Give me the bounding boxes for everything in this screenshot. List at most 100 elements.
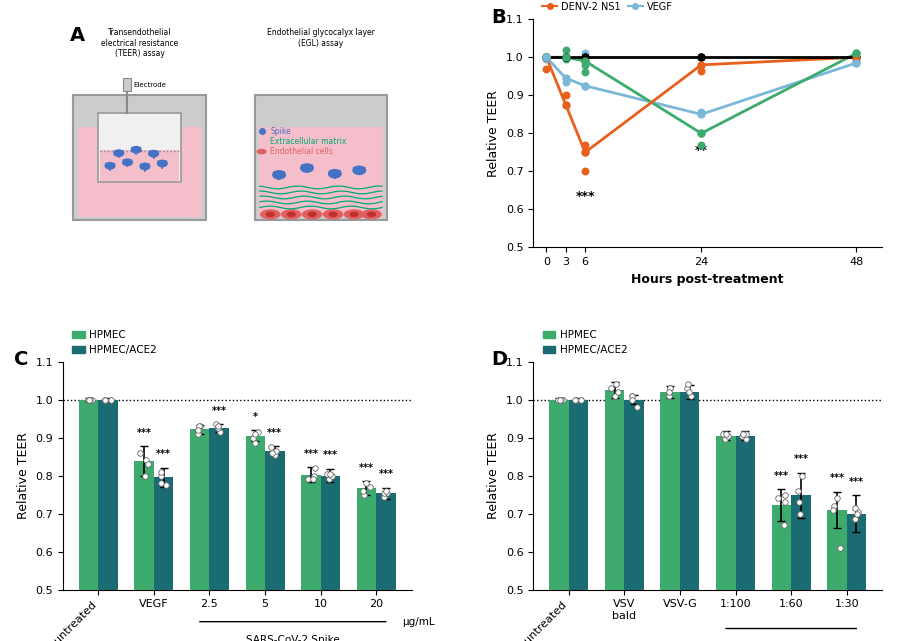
FancyBboxPatch shape [74,94,206,220]
Point [683,390,698,401]
Point [211,421,225,431]
Point [98,394,112,404]
Text: Extracellular matrix: Extracellular matrix [270,137,346,146]
Circle shape [105,163,115,169]
Point [578,81,592,91]
Point [792,497,806,508]
Point [681,379,696,390]
Point [778,497,792,508]
Point [721,431,735,441]
Bar [123,78,131,90]
Text: Spike: Spike [270,126,291,135]
Point [662,387,676,397]
Point [363,482,377,492]
Point [770,494,785,504]
Point [830,494,844,504]
Circle shape [140,163,149,170]
Point [569,394,583,404]
Text: ***: *** [359,463,374,472]
Point [578,52,592,62]
Point [694,65,708,76]
Point [83,394,97,404]
Point [734,431,749,441]
Point [559,90,573,101]
Point [85,394,99,404]
Bar [265,451,284,641]
Circle shape [301,164,313,172]
Ellipse shape [345,210,364,219]
Point [250,427,265,437]
Point [98,394,112,404]
Ellipse shape [323,210,343,219]
Text: SARS-CoV-2 Spike: SARS-CoV-2 Spike [246,635,339,641]
Point [849,58,863,68]
Text: B: B [491,8,507,27]
Point [694,140,708,150]
Text: D: D [491,350,508,369]
Text: Endothelial glycocalyx layer
(EGL) assay: Endothelial glycocalyx layer (EGL) assay [267,28,374,48]
Point [539,54,554,64]
Bar [79,399,98,641]
Point [377,492,392,502]
Point [97,394,112,404]
Point [264,442,278,453]
Bar [259,127,382,217]
Bar [246,436,265,641]
Ellipse shape [261,210,280,219]
Circle shape [273,171,285,179]
Text: ***: *** [323,451,338,460]
Point [578,52,592,62]
Point [306,474,320,485]
Point [307,463,321,473]
Bar [605,390,625,641]
Text: ***: *** [303,449,319,459]
Text: **: ** [695,144,707,157]
Point [849,48,863,58]
Point [662,383,677,394]
Point [209,419,223,429]
Text: A: A [70,26,86,45]
Point [138,470,152,481]
Bar [661,392,680,641]
Point [265,447,279,458]
FancyBboxPatch shape [255,94,387,220]
Circle shape [328,170,341,178]
Point [625,390,639,401]
Circle shape [122,159,132,165]
Point [554,394,568,404]
Point [578,56,592,66]
Y-axis label: Relative TEER: Relative TEER [488,90,500,177]
Text: ***: *** [774,471,789,481]
Point [159,480,174,490]
X-axis label: Hours post-treatment: Hours post-treatment [632,272,784,286]
Bar [847,513,866,641]
Point [191,429,205,439]
Point [320,469,335,479]
Point [795,470,809,481]
Point [154,467,168,477]
Bar [791,495,811,641]
Point [193,421,207,431]
Point [559,77,573,87]
Point [268,445,283,456]
Bar [100,150,179,181]
Ellipse shape [266,212,274,217]
Text: Endothelial cells: Endothelial cells [270,147,333,156]
Bar [190,429,210,641]
Point [325,470,339,481]
Point [559,54,573,64]
Bar [827,510,847,641]
Point [323,469,338,479]
Point [739,429,753,439]
Ellipse shape [309,212,316,217]
Point [578,140,592,150]
Circle shape [148,151,158,157]
Point [268,449,283,460]
Ellipse shape [257,149,266,154]
Point [718,435,733,445]
Point [140,459,155,469]
Point [850,506,865,517]
Text: ***: *** [793,454,808,464]
Point [735,429,750,439]
Point [553,394,567,404]
